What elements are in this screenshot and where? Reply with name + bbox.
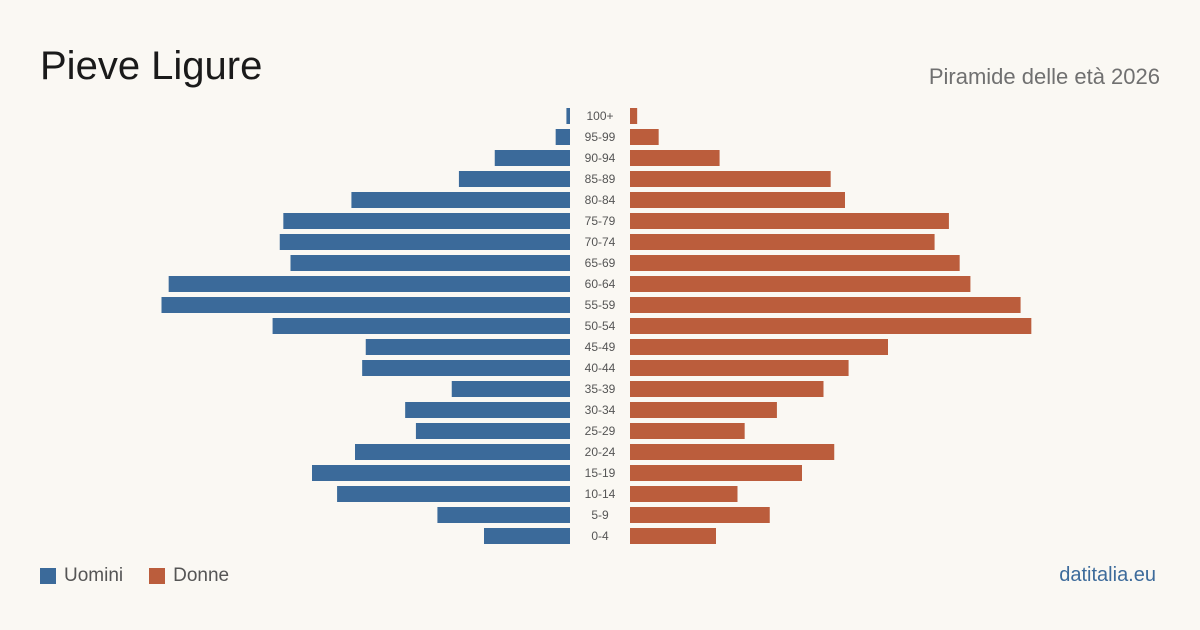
bar-women-50-54 xyxy=(630,318,1032,334)
age-label-60-64: 60-64 xyxy=(585,277,616,291)
age-label-30-34: 30-34 xyxy=(585,403,616,417)
bar-men-20-24 xyxy=(355,444,570,460)
bar-women-75-79 xyxy=(630,213,949,229)
age-label-75-79: 75-79 xyxy=(585,214,616,228)
bar-men-10-14 xyxy=(337,486,570,502)
men-series xyxy=(161,108,570,544)
age-label-15-19: 15-19 xyxy=(585,466,616,480)
bar-women-85-89 xyxy=(630,171,831,187)
bar-men-75-79 xyxy=(283,213,570,229)
bar-men-0-4 xyxy=(484,528,570,544)
age-label-65-69: 65-69 xyxy=(585,256,616,270)
age-label-25-29: 25-29 xyxy=(585,424,616,438)
bar-women-100+ xyxy=(630,108,638,124)
bar-women-35-39 xyxy=(630,381,824,397)
bar-men-100+ xyxy=(566,108,570,124)
legend-label-women: Donne xyxy=(173,565,230,586)
bar-men-60-64 xyxy=(168,276,570,292)
bar-women-25-29 xyxy=(630,423,745,439)
bar-women-5-9 xyxy=(630,507,770,523)
age-label-10-14: 10-14 xyxy=(585,487,616,501)
legend-label-men: Uomini xyxy=(64,565,124,586)
site-credit-link[interactable]: datitalia.eu xyxy=(1059,564,1156,586)
bar-men-95-99 xyxy=(555,129,570,145)
age-group-labels: 100+ 95-99 90-94 85-89 80-84 75-79 70-74 65-69 6… xyxy=(585,109,616,543)
age-label-0-4: 0-4 xyxy=(591,529,609,543)
age-label-20-24: 20-24 xyxy=(585,445,616,459)
bar-women-65-69 xyxy=(630,255,960,271)
age-label-55-59: 55-59 xyxy=(585,298,616,312)
bar-men-55-59 xyxy=(161,297,570,313)
bar-women-90-94 xyxy=(630,150,720,166)
bar-women-10-14 xyxy=(630,486,738,502)
age-label-90-94: 90-94 xyxy=(585,151,616,165)
age-label-40-44: 40-44 xyxy=(585,361,616,375)
bar-women-30-34 xyxy=(630,402,777,418)
bar-men-25-29 xyxy=(415,423,570,439)
legend-swatch-men xyxy=(40,568,56,584)
age-label-80-84: 80-84 xyxy=(585,193,616,207)
chart-title: Pieve Ligure xyxy=(40,44,263,88)
bar-women-15-19 xyxy=(630,465,802,481)
bar-women-20-24 xyxy=(630,444,835,460)
age-label-5-9: 5-9 xyxy=(591,508,609,522)
age-label-85-89: 85-89 xyxy=(585,172,616,186)
bar-men-15-19 xyxy=(312,465,570,481)
age-label-45-49: 45-49 xyxy=(585,340,616,354)
bar-women-0-4 xyxy=(630,528,716,544)
chart-subtitle: Piramide delle età 2026 xyxy=(928,64,1160,89)
bar-men-30-34 xyxy=(405,402,570,418)
bar-men-70-74 xyxy=(279,234,570,250)
legend: Uomini Donne xyxy=(40,565,255,587)
bar-men-5-9 xyxy=(437,507,570,523)
bar-women-60-64 xyxy=(630,276,971,292)
legend-swatch-women xyxy=(149,568,166,584)
bar-women-80-84 xyxy=(630,192,845,208)
bar-women-95-99 xyxy=(630,129,659,145)
women-series xyxy=(630,108,1032,544)
bar-men-35-39 xyxy=(451,381,570,397)
bar-men-80-84 xyxy=(351,192,570,208)
bar-women-70-74 xyxy=(630,234,935,250)
age-label-70-74: 70-74 xyxy=(585,235,616,249)
age-label-95-99: 95-99 xyxy=(585,130,616,144)
age-label-100+: 100+ xyxy=(586,109,613,123)
bar-men-45-49 xyxy=(365,339,570,355)
legend-item-men: Uomini xyxy=(40,565,123,587)
bar-men-90-94 xyxy=(494,150,570,166)
bar-women-45-49 xyxy=(630,339,888,355)
legend-item-women: Donne xyxy=(149,565,229,587)
bar-men-50-54 xyxy=(272,318,570,334)
age-label-50-54: 50-54 xyxy=(585,319,616,333)
bar-men-40-44 xyxy=(362,360,570,376)
bar-women-40-44 xyxy=(630,360,849,376)
bar-women-55-59 xyxy=(630,297,1021,313)
age-label-35-39: 35-39 xyxy=(585,382,616,396)
bar-men-85-89 xyxy=(458,171,570,187)
bar-men-65-69 xyxy=(290,255,570,271)
